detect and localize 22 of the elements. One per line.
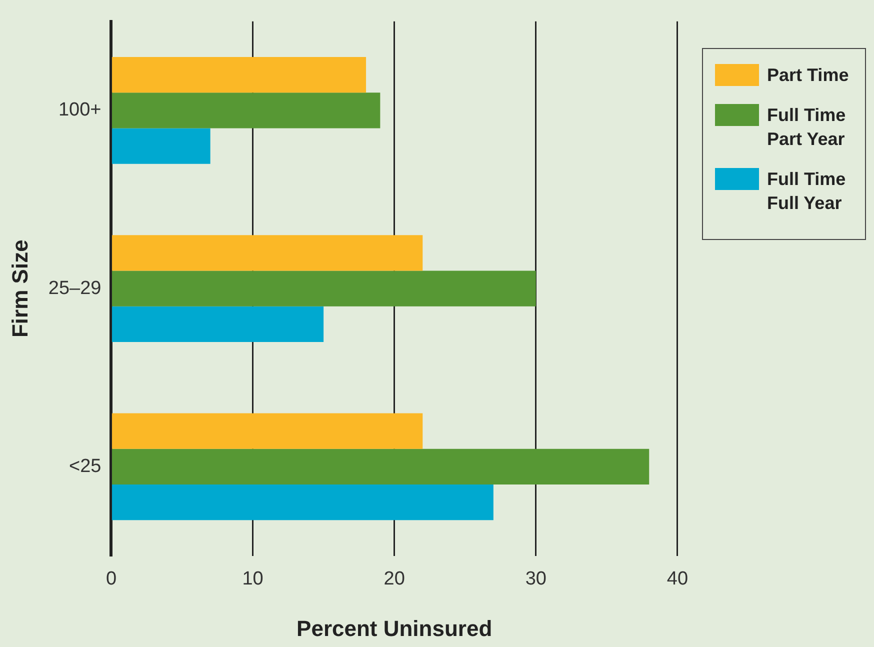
y-tick-label: <25 — [69, 456, 102, 477]
x-tick-label: 0 — [106, 568, 117, 590]
bar — [112, 413, 423, 449]
bar — [112, 235, 423, 271]
x-axis-title: Percent Uninsured — [296, 616, 492, 641]
x-tick-label: 10 — [242, 568, 264, 590]
bar — [112, 92, 380, 128]
bar — [112, 128, 210, 164]
x-tick-label: 30 — [525, 568, 546, 590]
bar — [112, 270, 536, 306]
x-tick-label: 20 — [384, 568, 405, 590]
legend-label: Full Time Part Year — [767, 104, 847, 151]
legend-label: Full Time Full Year — [767, 168, 847, 215]
bar — [112, 57, 366, 93]
legend-label: Part Time — [767, 64, 850, 87]
y-tick-label: 100+ — [58, 100, 102, 121]
y-tick-label: 25–29 — [48, 278, 102, 299]
y-axis-title: Firm Size — [7, 240, 32, 338]
x-tick-label: 40 — [666, 568, 688, 590]
bar — [112, 306, 324, 342]
bar — [112, 448, 650, 485]
bar — [112, 484, 494, 520]
